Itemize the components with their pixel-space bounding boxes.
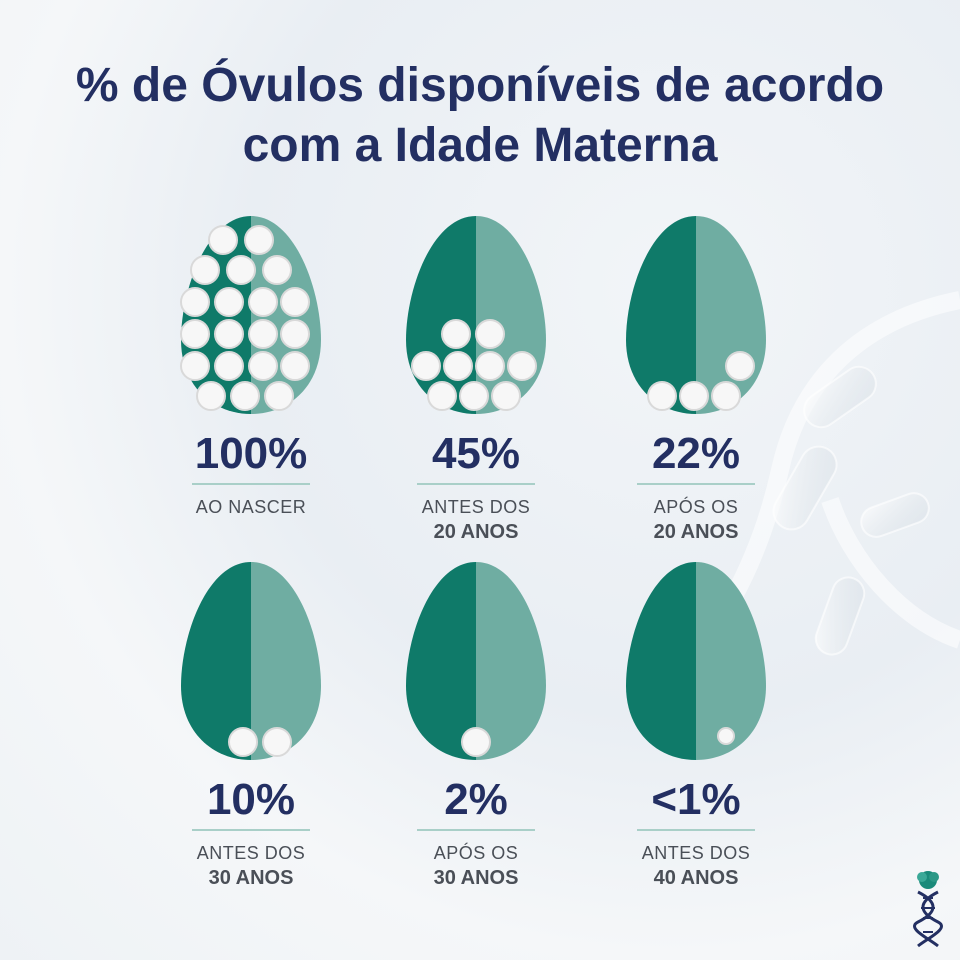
ovule-dot bbox=[679, 381, 709, 411]
percent-label: 2% bbox=[444, 775, 508, 824]
ovule-dot bbox=[441, 319, 471, 349]
egg-icon-100 bbox=[180, 216, 321, 414]
egg-icon-22 bbox=[626, 216, 766, 414]
ovule-dot bbox=[196, 381, 226, 411]
ovule-dot bbox=[244, 225, 274, 255]
ovule-dot bbox=[208, 225, 238, 255]
egg-card-before-40: <1% ANTES DOS 40 ANOS bbox=[586, 558, 806, 891]
ovule-dot bbox=[411, 351, 441, 381]
dna-logo-icon bbox=[913, 871, 943, 948]
ovule-dot bbox=[725, 351, 755, 381]
ovule-dot bbox=[248, 319, 278, 349]
ovule-dot bbox=[248, 287, 278, 317]
ovule-dot bbox=[507, 351, 537, 381]
egg-icon-10 bbox=[181, 562, 321, 760]
caption-line1: APÓS OS bbox=[653, 497, 739, 517]
ovule-dot bbox=[214, 319, 244, 349]
ovule-dot bbox=[230, 381, 260, 411]
caption-line1: ANTES DOS bbox=[421, 497, 531, 517]
caption-line1: ANTES DOS bbox=[196, 843, 306, 863]
ovule-dot bbox=[280, 287, 310, 317]
divider bbox=[192, 483, 310, 485]
caption-line2: 20 ANOS bbox=[433, 521, 519, 543]
ovule-dot bbox=[264, 381, 294, 411]
percent-label: <1% bbox=[651, 775, 741, 824]
percent-label: 45% bbox=[431, 429, 521, 478]
percent-label: 100% bbox=[194, 429, 308, 478]
egg-card-after-20: 22% APÓS OS 20 ANOS bbox=[586, 212, 806, 545]
ovule-dot bbox=[180, 287, 210, 317]
divider bbox=[637, 483, 755, 485]
caption-line2: 40 ANOS bbox=[653, 867, 739, 889]
ovule-dot bbox=[214, 351, 244, 381]
egg-dark-half bbox=[626, 562, 696, 760]
caption-line1: ANTES DOS bbox=[641, 843, 751, 863]
caption-line1: AO NASCER bbox=[195, 497, 307, 517]
egg-icon-less-than-1 bbox=[626, 562, 766, 760]
egg-card-before-20: 45% ANTES DOS 20 ANOS bbox=[366, 212, 586, 545]
ovule-dot bbox=[475, 351, 505, 381]
ovule-dot bbox=[262, 255, 292, 285]
ovule-dot bbox=[427, 381, 457, 411]
ovule-dot bbox=[180, 351, 210, 381]
caption-line1: APÓS OS bbox=[433, 843, 519, 863]
ovule-dot bbox=[647, 381, 677, 411]
ovule-dot bbox=[475, 319, 505, 349]
ovule-dot bbox=[214, 287, 244, 317]
percent-label: 22% bbox=[651, 429, 741, 478]
ovule-dot bbox=[461, 727, 491, 757]
divider bbox=[417, 829, 535, 831]
ovule-dot bbox=[459, 381, 489, 411]
ovule-dot bbox=[228, 727, 258, 757]
ovule-dot bbox=[262, 727, 292, 757]
egg-icon-45 bbox=[406, 216, 546, 414]
divider bbox=[637, 829, 755, 831]
divider bbox=[417, 483, 535, 485]
ovule-dot bbox=[491, 381, 521, 411]
caption-line2: 20 ANOS bbox=[653, 521, 739, 543]
caption-line2: 30 ANOS bbox=[433, 867, 519, 889]
divider bbox=[192, 829, 310, 831]
ovule-dot bbox=[180, 319, 210, 349]
ovule-dot bbox=[443, 351, 473, 381]
egg-card-at-birth: 100% AO NASCER bbox=[141, 212, 361, 519]
percent-label: 10% bbox=[206, 775, 296, 824]
egg-card-after-30: 2% APÓS OS 30 ANOS bbox=[366, 558, 586, 891]
caption-line2: 30 ANOS bbox=[208, 867, 294, 889]
ovule-dot bbox=[280, 351, 310, 381]
ovule-dot bbox=[226, 255, 256, 285]
egg-icon-2 bbox=[406, 562, 546, 760]
ovule-dot bbox=[190, 255, 220, 285]
ovule-dot bbox=[717, 727, 735, 745]
ovule-dot bbox=[711, 381, 741, 411]
ovule-dot bbox=[280, 319, 310, 349]
ovule-dot bbox=[248, 351, 278, 381]
egg-card-before-30: 10% ANTES DOS 30 ANOS bbox=[141, 558, 361, 891]
page-title: % de Óvulos disponíveis de acordo com a … bbox=[75, 59, 885, 173]
